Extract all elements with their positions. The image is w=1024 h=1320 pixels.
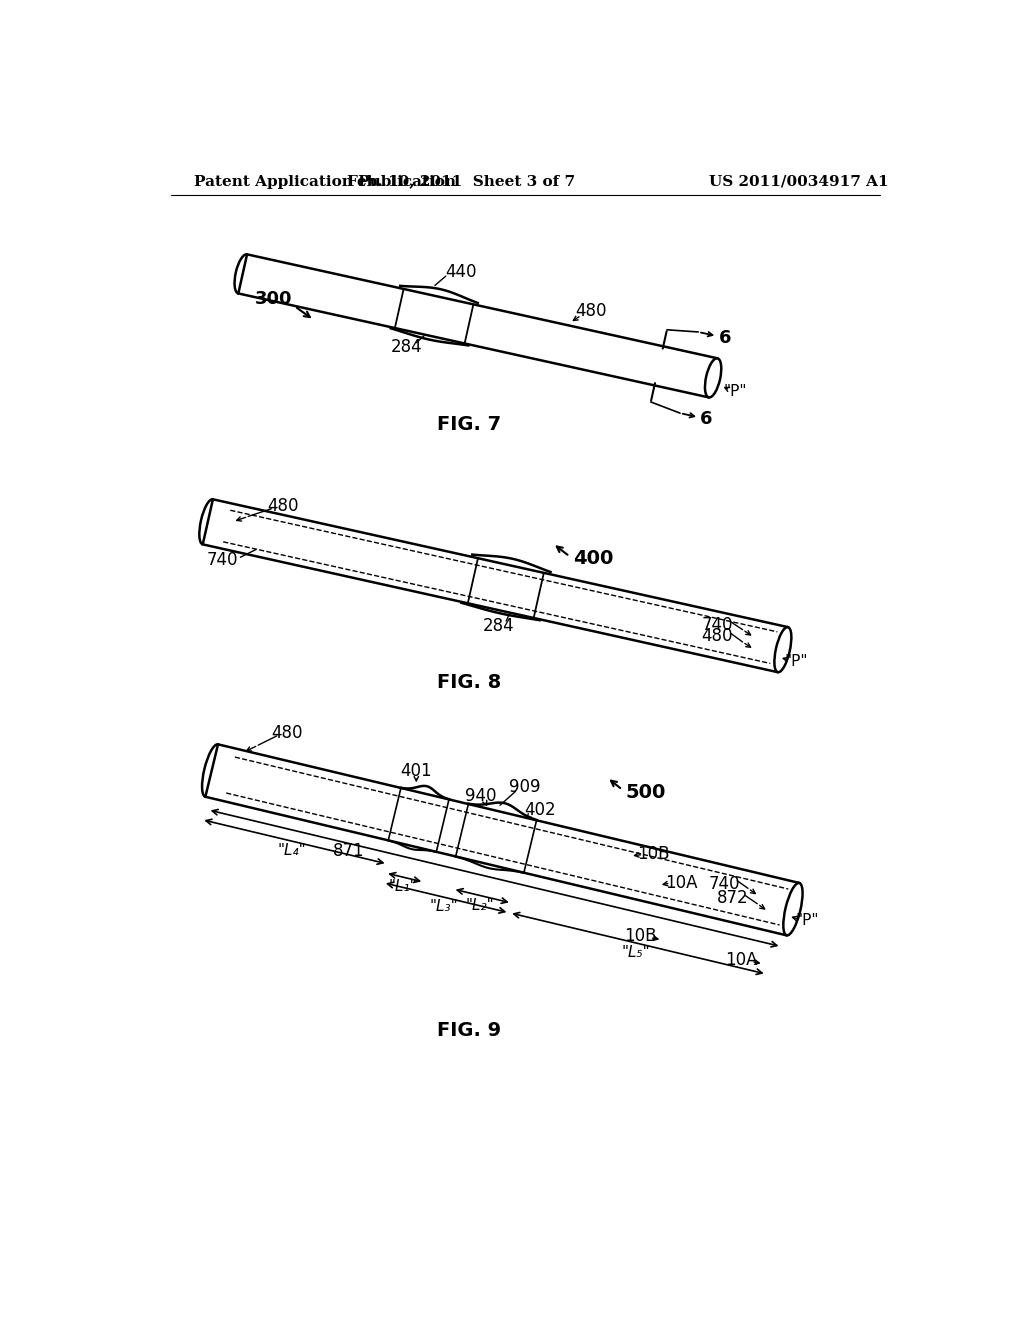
Text: US 2011/0034917 A1: US 2011/0034917 A1 [709, 174, 888, 189]
Text: FIG. 9: FIG. 9 [437, 1020, 501, 1040]
Text: "P": "P" [723, 384, 746, 399]
Text: 284: 284 [391, 338, 423, 356]
Text: "L₂": "L₂" [466, 898, 495, 912]
Text: "P": "P" [796, 913, 818, 928]
Text: 10B: 10B [637, 846, 670, 863]
Text: 6: 6 [700, 411, 713, 428]
Text: "L₃": "L₃" [430, 899, 459, 915]
Text: 940: 940 [465, 787, 497, 805]
Text: FIG. 8: FIG. 8 [437, 672, 501, 692]
Text: 402: 402 [524, 801, 556, 820]
Text: 480: 480 [271, 723, 303, 742]
Text: 909: 909 [509, 777, 541, 796]
Text: 740: 740 [207, 552, 239, 569]
Text: 480: 480 [267, 496, 299, 515]
Text: "L₁": "L₁" [388, 879, 417, 894]
Text: 10A: 10A [666, 874, 697, 892]
Text: 440: 440 [445, 263, 477, 281]
Text: 300: 300 [255, 289, 293, 308]
Text: 10B: 10B [625, 927, 656, 945]
Text: "L₅": "L₅" [622, 945, 650, 960]
Text: 872: 872 [717, 888, 749, 907]
Text: 401: 401 [400, 763, 432, 780]
Text: 871: 871 [333, 842, 365, 861]
Text: 480: 480 [574, 301, 606, 319]
Text: 740: 740 [709, 875, 740, 892]
Text: Feb. 10, 2011  Sheet 3 of 7: Feb. 10, 2011 Sheet 3 of 7 [347, 174, 575, 189]
Text: 400: 400 [572, 549, 613, 569]
Text: 500: 500 [626, 783, 666, 803]
Text: "L₄": "L₄" [278, 843, 306, 858]
Text: "P": "P" [784, 653, 808, 669]
Text: 284: 284 [482, 618, 514, 635]
Text: 740: 740 [701, 616, 733, 634]
Text: 10A: 10A [726, 950, 758, 969]
Text: 6: 6 [719, 329, 731, 347]
Text: 480: 480 [701, 627, 733, 644]
Text: FIG. 7: FIG. 7 [437, 414, 501, 433]
Text: Patent Application Publication: Patent Application Publication [194, 174, 456, 189]
